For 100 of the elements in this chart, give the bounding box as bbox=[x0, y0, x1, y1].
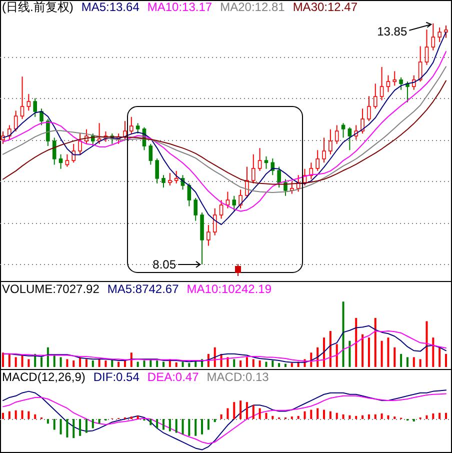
candlestick bbox=[444, 24, 448, 38]
bar bbox=[342, 302, 344, 367]
bar bbox=[362, 334, 364, 367]
bar bbox=[194, 419, 197, 436]
candlestick bbox=[206, 224, 210, 246]
candlestick bbox=[438, 27, 442, 43]
bar bbox=[156, 360, 158, 367]
bar bbox=[355, 318, 358, 367]
candlestick bbox=[431, 22, 436, 51]
bar bbox=[98, 359, 100, 367]
bar bbox=[124, 360, 126, 367]
candlestick bbox=[245, 166, 249, 198]
candlestick bbox=[348, 126, 352, 151]
bar bbox=[419, 359, 422, 367]
candlestick bbox=[194, 197, 198, 222]
bar bbox=[162, 419, 165, 430]
candlestick bbox=[238, 189, 242, 209]
text: MA20:12.81 bbox=[220, 0, 286, 14]
candlestick bbox=[72, 143, 76, 164]
candlestick bbox=[46, 118, 50, 146]
bar bbox=[79, 419, 82, 436]
bar bbox=[201, 419, 204, 434]
bar bbox=[380, 340, 383, 367]
annotation: 8.05 bbox=[152, 257, 176, 272]
bar bbox=[28, 411, 30, 419]
candlestick bbox=[258, 148, 262, 172]
bar bbox=[252, 359, 254, 367]
bar bbox=[240, 360, 242, 367]
bar bbox=[362, 415, 364, 419]
candlestick bbox=[65, 154, 70, 168]
bar bbox=[380, 413, 383, 419]
bar bbox=[85, 419, 88, 433]
bar bbox=[226, 357, 229, 367]
bar bbox=[175, 362, 178, 367]
text: MA5:13.64 bbox=[81, 0, 140, 14]
bar bbox=[188, 363, 190, 367]
candlestick bbox=[20, 76, 24, 120]
bar bbox=[284, 364, 286, 367]
bar bbox=[342, 414, 344, 419]
bar bbox=[34, 414, 36, 419]
bar bbox=[104, 360, 107, 367]
bar bbox=[21, 355, 24, 367]
candlestick bbox=[386, 74, 390, 92]
bar bbox=[258, 408, 261, 419]
candlestick bbox=[284, 178, 288, 196]
bar bbox=[438, 347, 441, 367]
bar bbox=[53, 355, 56, 367]
bar bbox=[136, 416, 139, 419]
bar bbox=[92, 419, 94, 428]
bar bbox=[162, 362, 165, 367]
candlestick bbox=[8, 124, 12, 140]
bar bbox=[432, 338, 434, 367]
candlestick bbox=[334, 124, 339, 144]
candlestick bbox=[322, 137, 326, 164]
bar bbox=[406, 357, 408, 367]
bar bbox=[426, 321, 428, 367]
bar bbox=[233, 402, 236, 419]
text: MA5:8742.67 bbox=[107, 282, 180, 296]
bar bbox=[445, 412, 447, 419]
candlestick bbox=[130, 116, 134, 134]
bar bbox=[14, 410, 17, 419]
bar bbox=[182, 419, 184, 434]
bar bbox=[316, 408, 319, 419]
bar bbox=[329, 411, 332, 419]
bar bbox=[188, 419, 190, 436]
candlestick bbox=[277, 166, 281, 188]
bar bbox=[98, 419, 100, 424]
bar bbox=[2, 352, 4, 367]
text: MA10:10242.19 bbox=[186, 282, 272, 296]
annotation: 13.85 bbox=[377, 24, 408, 38]
bar bbox=[387, 338, 390, 367]
bar bbox=[310, 410, 312, 419]
bar bbox=[168, 419, 171, 432]
bar bbox=[226, 408, 229, 419]
bar bbox=[14, 357, 17, 367]
candlestick bbox=[219, 200, 224, 220]
candlestick bbox=[328, 128, 332, 155]
bar bbox=[387, 415, 390, 419]
bar bbox=[348, 415, 351, 419]
bar bbox=[143, 360, 146, 367]
bar bbox=[60, 357, 62, 367]
bar bbox=[2, 412, 4, 419]
bar bbox=[246, 357, 248, 367]
candlestick bbox=[26, 94, 31, 112]
bar bbox=[220, 414, 222, 419]
bar bbox=[46, 347, 49, 367]
bar bbox=[28, 359, 30, 367]
candlestick bbox=[424, 29, 429, 66]
bar bbox=[21, 410, 24, 419]
candlestick bbox=[155, 158, 159, 184]
bar bbox=[272, 416, 274, 419]
bar bbox=[92, 360, 94, 367]
text: DEA:0.47 bbox=[147, 370, 200, 384]
candlestick bbox=[316, 150, 320, 172]
bar bbox=[8, 354, 10, 367]
bar bbox=[394, 347, 396, 367]
bar bbox=[348, 340, 351, 367]
chart-title: (日线.前复权) bbox=[2, 0, 74, 14]
bar bbox=[8, 411, 10, 419]
bar bbox=[368, 338, 370, 367]
